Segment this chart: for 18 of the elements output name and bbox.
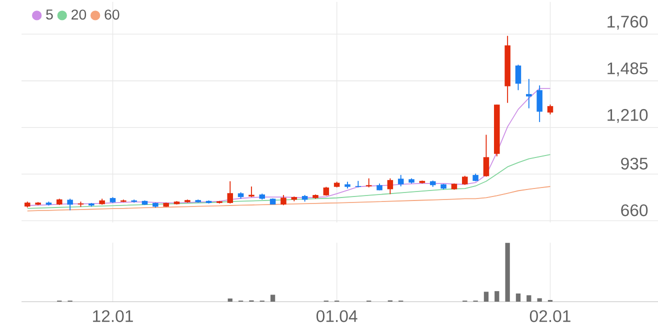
- bar: [537, 298, 542, 302]
- y-tick-label: 1,760: [608, 16, 648, 30]
- bar: [270, 294, 276, 302]
- y-tick-label: 1,210: [608, 109, 648, 124]
- legend-label: 5: [46, 10, 53, 20]
- x-tick-label: 01.04: [316, 310, 358, 322]
- y-tick-label: 660: [621, 204, 648, 216]
- bar: [516, 294, 521, 302]
- x-tick-label: 02.01: [530, 310, 570, 322]
- bar: [484, 292, 489, 302]
- bar: [494, 291, 500, 302]
- x-tick-label: 12.01: [93, 310, 133, 322]
- legend-label: 60: [104, 10, 120, 20]
- bar: [228, 298, 232, 302]
- y-tick-label: 1,485: [608, 62, 648, 76]
- y-tick-label: 935: [621, 158, 648, 170]
- legend-label: 20: [72, 10, 86, 20]
- bar: [505, 242, 510, 302]
